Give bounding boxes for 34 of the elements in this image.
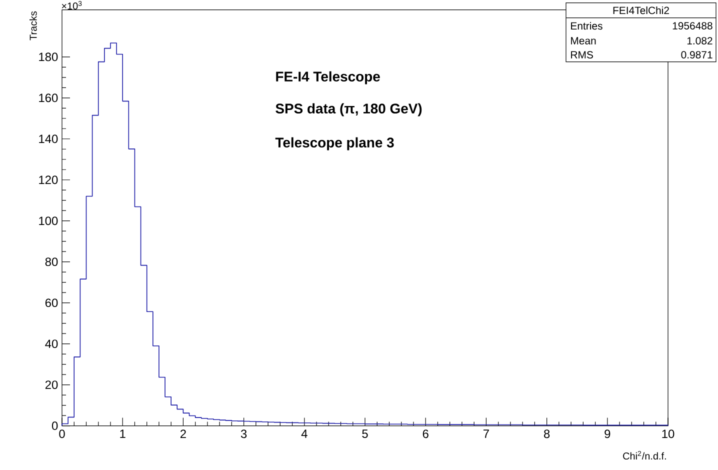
x-tick-label: 4: [301, 430, 308, 438]
x-tick-label: 7: [483, 430, 489, 438]
y-tick-label: 60: [45, 298, 58, 308]
y-tick-label: 40: [45, 340, 58, 348]
x-tick-label: 8: [544, 430, 550, 438]
x-tick-label: 5: [362, 430, 368, 438]
annotation: RMS: [571, 51, 593, 59]
annotation: Telescope plane 3: [275, 137, 394, 150]
x-tick-label: 1: [120, 430, 126, 438]
y-tick-label: 180: [39, 52, 58, 62]
x-tick-label: 10: [662, 430, 674, 438]
annotation: FE-I4 Telescope: [276, 71, 380, 84]
text: 1.082: [687, 37, 712, 45]
x-tick-label: 2: [180, 430, 186, 438]
y-tick-label: 0: [52, 422, 58, 430]
text: 0.9871: [681, 51, 712, 59]
annotation: Entries: [571, 22, 602, 30]
text: ×10$^{3}$: [62, 1, 82, 10]
x-tick-label: 3: [240, 430, 247, 438]
y-tick-label: 160: [39, 94, 58, 102]
annotation: Mean: [571, 37, 596, 45]
x-tick-label: 6: [422, 430, 428, 438]
x-tick-label: 9: [604, 430, 610, 438]
y-tick-label: 120: [39, 176, 58, 184]
text: 1956488: [672, 22, 712, 30]
y-axis-title: Tracks: [29, 11, 37, 40]
x-axis-title: Chi$^{2}$/n.d.f.: [623, 451, 666, 460]
annotation: FEI4TelChi2: [613, 6, 669, 14]
annotation: SPS data (π, 180 GeV): [276, 103, 422, 116]
y-tick-label: 80: [45, 258, 58, 266]
y-tick-label: 20: [45, 380, 58, 390]
y-tick-label: 100: [39, 216, 58, 226]
y-tick-label: 140: [39, 134, 58, 144]
x-tick-label: 0: [59, 430, 65, 438]
